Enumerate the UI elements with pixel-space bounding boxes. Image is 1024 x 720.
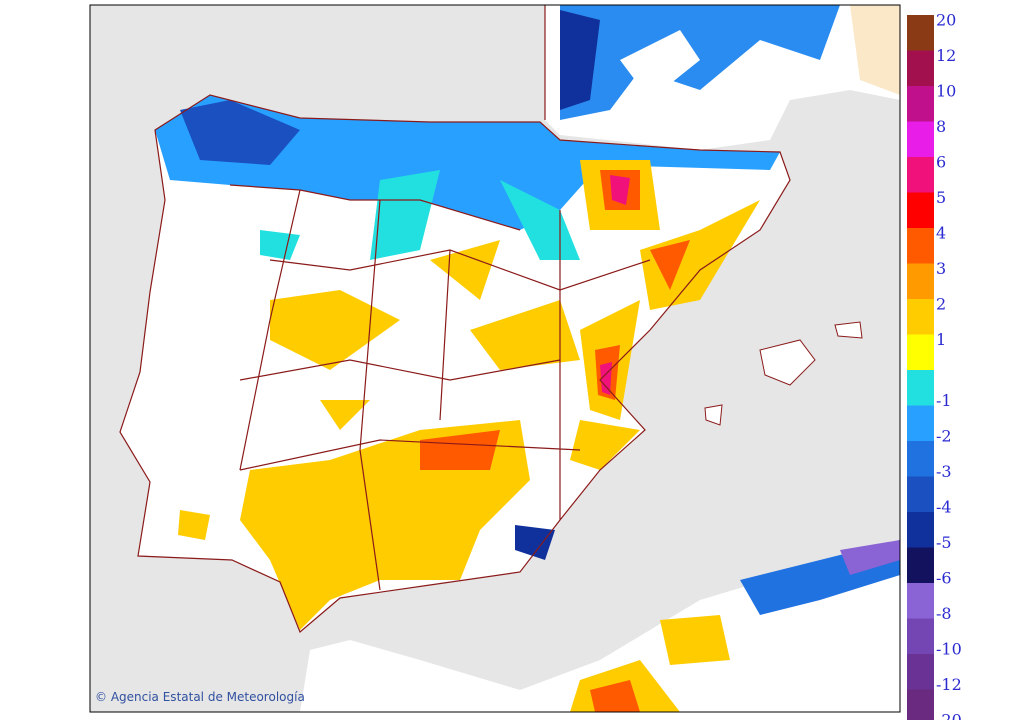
legend-label: 1 bbox=[936, 330, 946, 349]
anomaly-blob bbox=[620, 30, 700, 100]
africa bbox=[300, 540, 900, 712]
anomaly-blob bbox=[420, 170, 690, 470]
anomaly-blob bbox=[600, 175, 630, 395]
island bbox=[704, 321, 863, 426]
legend-swatch bbox=[907, 157, 934, 193]
anomaly-blob bbox=[590, 680, 640, 712]
legend-swatch bbox=[907, 547, 934, 583]
watermark: aemet bbox=[790, 674, 867, 702]
legend-label: 5 bbox=[936, 188, 946, 207]
legend-label: 12 bbox=[936, 46, 956, 65]
map: © Agencia Estatal de Meteorología aemet bbox=[90, 5, 900, 712]
legend-label: 4 bbox=[936, 224, 946, 243]
legend-swatch bbox=[907, 334, 934, 370]
legend-swatch bbox=[907, 192, 934, 228]
legend-label: 10 bbox=[936, 82, 956, 101]
provincial-borders bbox=[119, 5, 791, 633]
anomaly-blob bbox=[840, 540, 900, 575]
legend-swatch bbox=[907, 370, 934, 406]
legend-swatch bbox=[907, 121, 934, 157]
legend-label: -3 bbox=[936, 462, 952, 481]
legend-label: 3 bbox=[936, 259, 946, 278]
legend-label: 8 bbox=[936, 117, 946, 136]
anomaly-blob bbox=[178, 400, 370, 540]
legend-label: -8 bbox=[936, 604, 952, 623]
legend-swatch bbox=[907, 441, 934, 477]
legend-swatch bbox=[907, 50, 934, 86]
legend-label: -12 bbox=[936, 675, 962, 694]
legend-swatch bbox=[907, 263, 934, 299]
legend-label: -10 bbox=[936, 640, 962, 659]
legend-label: -2 bbox=[936, 427, 952, 446]
legend-swatch bbox=[907, 618, 934, 654]
legend-swatch bbox=[907, 405, 934, 441]
legend-swatch bbox=[907, 299, 934, 335]
legend-swatch bbox=[907, 86, 934, 122]
legend-label: -5 bbox=[936, 533, 952, 552]
anomaly-blob bbox=[180, 100, 300, 165]
legend: 20 12 10 8 6 5 4 3 2 1 -1 -2 -3 -4 -5 -6 -8 -10 -12 -20 bbox=[907, 11, 962, 720]
map-frame bbox=[89, 4, 901, 713]
legend-swatch bbox=[907, 512, 934, 548]
anomaly-blob bbox=[560, 5, 840, 120]
anomaly-blob bbox=[560, 10, 600, 110]
legend-label: -6 bbox=[936, 569, 952, 588]
legend-swatch bbox=[907, 689, 934, 720]
credit: © Agencia Estatal de Meteorología bbox=[95, 690, 305, 704]
legend-label: 20 bbox=[936, 11, 956, 30]
legend-swatch bbox=[907, 654, 934, 690]
legend-label: 2 bbox=[936, 295, 946, 314]
legend-label: -20 bbox=[936, 711, 962, 720]
land-edge bbox=[850, 5, 900, 95]
legend-swatch bbox=[907, 476, 934, 512]
anomaly-blob bbox=[515, 525, 555, 560]
legend-swatch bbox=[907, 228, 934, 264]
legend-swatch bbox=[907, 15, 934, 51]
anomaly-blob bbox=[155, 95, 780, 230]
legend-label: 6 bbox=[936, 153, 946, 172]
anomaly-blob bbox=[260, 170, 580, 260]
anomaly-blob bbox=[240, 160, 760, 630]
legend-swatch bbox=[907, 583, 934, 619]
legend-label: -4 bbox=[936, 498, 952, 517]
legend-label: -1 bbox=[936, 391, 952, 410]
